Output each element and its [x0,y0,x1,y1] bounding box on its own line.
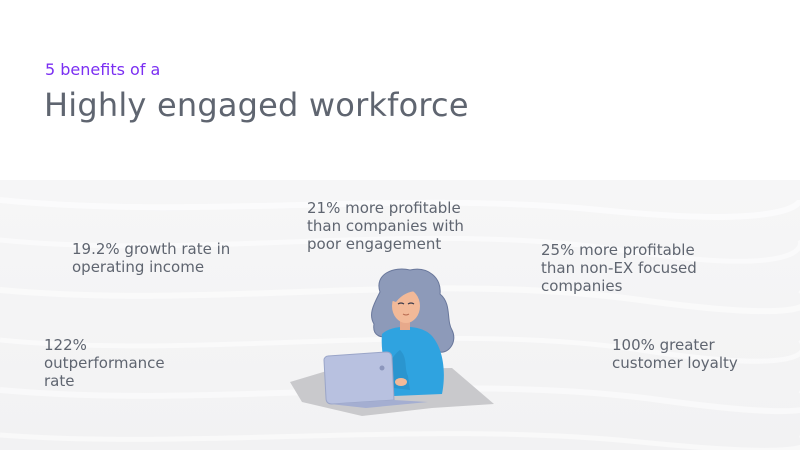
subtitle: 5 benefits of a [45,60,161,79]
benefit-line: customer loyalty [612,354,738,372]
woman-with-laptop-illustration [290,268,494,416]
page-title: Highly engaged workforce [44,86,469,124]
benefit-line: than companies with [307,217,464,235]
wave-pattern [0,197,800,450]
benefit-line: outperformance [44,354,165,372]
benefit-profitability-21: 21% more profitable than companies with … [307,199,464,253]
benefit-line: 122% [44,336,87,354]
benefit-outperformance: 122% outperformance rate [44,336,165,390]
benefit-line: 100% greater [612,336,715,354]
benefit-line: poor engagement [307,235,442,253]
benefit-customer-loyalty: 100% greater customer loyalty [612,336,738,372]
benefit-line: 25% more profitable [541,241,695,259]
benefit-growth-rate: 19.2% growth rate in operating income [72,240,230,276]
benefit-profitability-25: 25% more profitable than non-EX focused … [541,241,697,295]
benefit-line: companies [541,277,623,295]
benefit-line: 21% more profitable [307,199,461,217]
benefit-line: operating income [72,258,205,276]
benefit-line: than non-EX focused [541,259,697,277]
benefit-line: 19.2% growth rate in [72,240,231,258]
benefit-line: rate [44,372,75,390]
